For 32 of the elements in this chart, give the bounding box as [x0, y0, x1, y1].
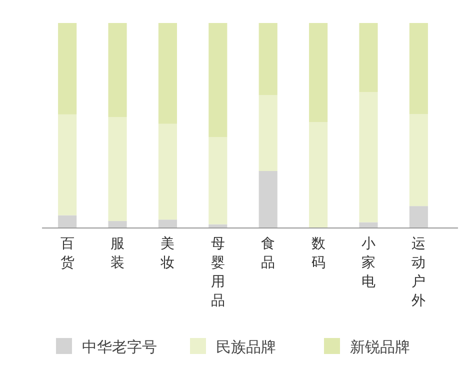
legend-label: 新锐品牌	[350, 338, 410, 356]
bar	[58, 215, 77, 228]
bar	[359, 92, 378, 222]
bar	[309, 122, 328, 228]
bar	[158, 220, 177, 228]
bar	[258, 171, 278, 228]
bar	[58, 23, 77, 114]
x-tick-label: 母婴用品	[210, 236, 225, 309]
bar	[359, 23, 378, 92]
legend-label: 中华老字号	[82, 338, 157, 356]
x-tick-label: 数码	[311, 236, 326, 271]
bar	[158, 23, 177, 124]
bar	[409, 206, 428, 228]
x-tick-label: 百货	[60, 236, 74, 271]
x-tick-label: 食品	[261, 236, 276, 271]
bar	[258, 95, 278, 172]
bar	[208, 137, 228, 224]
x-tick-label: 小家电	[361, 236, 376, 290]
bar	[258, 23, 278, 96]
legend-label: 民族品牌	[216, 338, 276, 356]
x-tick-label: 美妆	[160, 236, 175, 271]
bar	[409, 114, 428, 206]
bar	[309, 23, 328, 122]
bar	[158, 124, 177, 220]
bar	[208, 23, 228, 138]
bar	[409, 23, 428, 114]
x-tick-label: 服装	[110, 236, 125, 271]
bar	[58, 114, 77, 216]
x-tick-label: 运动户外	[412, 236, 426, 309]
bar	[108, 117, 127, 222]
bar	[108, 23, 127, 118]
bar	[108, 221, 127, 228]
